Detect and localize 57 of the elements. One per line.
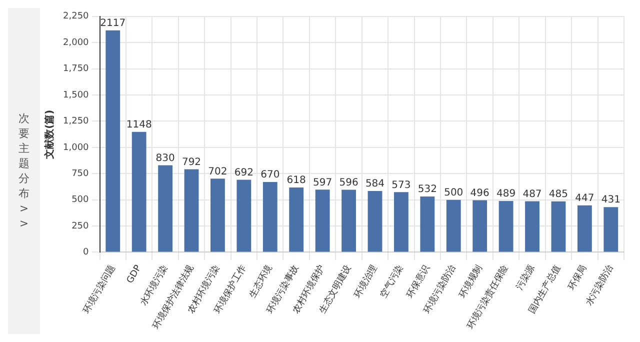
data-label: 573 [392,180,411,191]
bar [551,201,566,252]
x-tick-label: 环境污染问题 [80,263,118,316]
bar [368,191,382,252]
y-tick-label: 1,500 [63,90,90,100]
y-tick-label: 2,000 [63,38,90,48]
data-label: 485 [548,189,568,200]
y-tick-label: 0 [83,248,90,258]
data-label: 597 [313,177,332,188]
x-tick-label: 空气污染 [378,263,406,300]
data-label: 447 [575,192,594,204]
bar [604,207,618,252]
y-tick-label: 2,250 [63,12,90,22]
data-label: 489 [496,188,516,200]
data-label: 532 [418,184,437,196]
data-label: 792 [182,156,202,168]
x-tick-label: 环境治理 [352,263,380,300]
text: 次要主题分布 >> [18,111,30,231]
data-label: 1148 [126,120,152,131]
bar [210,178,225,252]
y-tick-label: 1,250 [63,116,90,127]
y-tick-label: 750 [72,168,90,179]
y-axis-title: 文献数(篇) [44,110,56,160]
data-label: 500 [444,187,464,198]
data-label: 596 [339,177,358,188]
y-tick-label: 250 [72,221,90,232]
data-label: 618 [286,175,306,186]
x-tick-label: 污染源 [514,263,537,292]
bar [525,201,540,252]
data-label: 431 [601,194,620,206]
bar [236,180,252,252]
data-label: 584 [365,178,385,190]
data-label: 496 [470,188,490,199]
bar [106,30,120,252]
x-tick-label: 环保局 [566,263,590,292]
data-label: 487 [522,188,542,200]
bar [158,165,173,252]
data-label: 692 [234,167,254,178]
bar [394,192,408,252]
data-label: 2117 [100,18,126,29]
data-label: 830 [156,152,175,164]
bar [446,200,461,252]
data-label: 670 [260,170,280,181]
y-tick-label: 500 [72,195,90,206]
bar [472,200,488,252]
bar [184,169,199,252]
bar [342,190,356,252]
bar [577,205,592,252]
bar [315,190,330,252]
data-label: 702 [208,166,228,178]
bar [262,182,278,252]
y-tick-label: 1,750 [63,64,90,74]
bar [420,196,435,252]
bar [132,132,146,252]
bar [289,187,304,252]
bar [498,200,514,252]
y-tick-label: 1,000 [63,142,90,153]
